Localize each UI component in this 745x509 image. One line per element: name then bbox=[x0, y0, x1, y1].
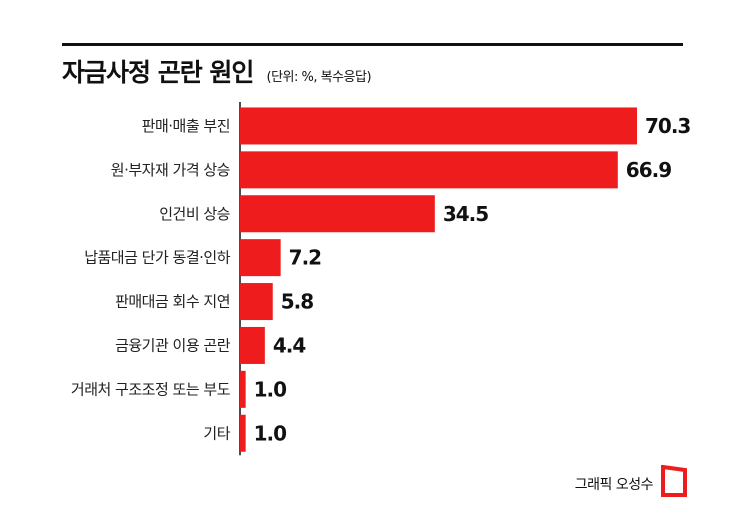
category-label: 기타 bbox=[203, 424, 230, 442]
bar bbox=[240, 414, 246, 452]
graphic-credit: 그래픽 오성수 bbox=[574, 477, 654, 493]
value-label: 1.0 bbox=[254, 377, 287, 401]
category-label: 인건비 상승 bbox=[159, 205, 230, 223]
bar bbox=[240, 326, 265, 364]
chart-header: 자금사정 곤란 원인 (단위: %, 복수응답) bbox=[62, 53, 372, 89]
category-label: 납품대금 단가 동결·인하 bbox=[84, 249, 231, 267]
category-label: 판매·매출 부진 bbox=[142, 117, 230, 135]
value-label: 66.9 bbox=[626, 158, 671, 182]
value-label: 5.8 bbox=[281, 290, 314, 314]
bar bbox=[240, 283, 273, 321]
asiae-logo-icon bbox=[661, 465, 687, 497]
value-label: 4.4 bbox=[273, 333, 306, 357]
bar bbox=[240, 107, 637, 145]
category-label: 거래처 구조조정 또는 부도 bbox=[71, 380, 231, 398]
bar bbox=[240, 195, 435, 233]
bar bbox=[240, 239, 281, 277]
bar bbox=[240, 370, 246, 408]
category-label: 금융기관 이용 곤란 bbox=[115, 336, 231, 354]
value-label: 1.0 bbox=[254, 421, 287, 445]
chart-subtitle: (단위: %, 복수응답) bbox=[266, 70, 372, 85]
value-label: 7.2 bbox=[289, 246, 322, 270]
bar bbox=[240, 151, 618, 189]
category-label: 판매대금 회수 지연 bbox=[115, 293, 230, 311]
chart-title: 자금사정 곤란 원인 bbox=[62, 58, 254, 87]
value-label: 34.5 bbox=[443, 202, 488, 226]
value-label: 70.3 bbox=[645, 114, 690, 138]
top-rule bbox=[62, 43, 683, 46]
category-label: 원·부자재 가격 상승 bbox=[111, 161, 230, 179]
